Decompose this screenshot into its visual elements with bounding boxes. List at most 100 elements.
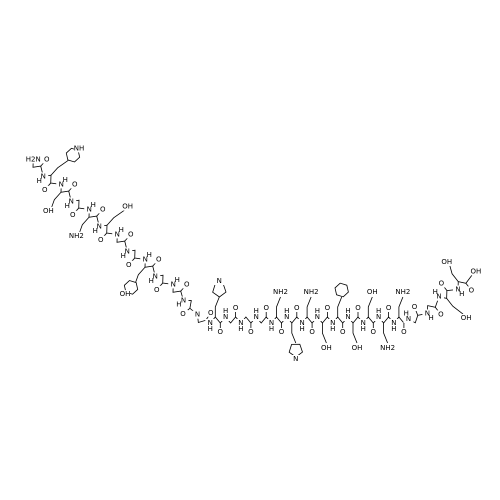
label-bg <box>403 315 414 324</box>
nitrogen-label: N <box>238 319 243 327</box>
label-bg <box>466 286 477 295</box>
side-chain-label: NH2 <box>380 344 395 352</box>
side-chain-label: NH2 <box>273 288 288 296</box>
label-bg <box>435 310 446 319</box>
label-bg <box>441 257 452 266</box>
oxygen-label: O <box>248 328 254 336</box>
label-bg <box>409 303 420 312</box>
nitrogen-label: N <box>425 309 430 317</box>
nitrogen-label: N <box>345 313 350 321</box>
label-bg <box>28 155 39 164</box>
nitrogen-label: N <box>436 293 441 301</box>
nitrogen-label: N <box>376 313 381 321</box>
side-chain-label: OH <box>120 290 131 298</box>
label-bg <box>67 210 78 219</box>
label-bg <box>321 344 332 352</box>
hydrogen-label: H <box>459 290 464 298</box>
label-bg <box>235 319 246 327</box>
label-bg <box>122 202 133 211</box>
hydrogen-label: H <box>93 227 98 235</box>
hydrogen-label: H <box>269 325 274 333</box>
side-chain <box>214 296 220 317</box>
label-bg <box>276 328 287 336</box>
label-bg <box>322 304 333 312</box>
label-bg <box>73 144 84 153</box>
hydrogen-label: H <box>254 307 259 315</box>
oxygen-label: O <box>72 180 78 188</box>
hydrogen-label: H <box>149 277 154 285</box>
label-bg <box>461 314 472 323</box>
nitrogen-label: N <box>41 172 46 180</box>
label-bg <box>398 328 409 336</box>
label-bg <box>382 344 393 352</box>
label-bg <box>123 260 134 269</box>
side-chain <box>51 191 62 208</box>
ring <box>334 282 349 298</box>
oxygen-label: O <box>439 279 445 287</box>
label-bg <box>177 310 188 319</box>
side-chain <box>50 160 69 176</box>
nitrogen-label: N <box>406 315 411 323</box>
label-bg <box>192 310 203 319</box>
hydrogen-label: H <box>175 276 180 284</box>
side-chain <box>106 210 125 226</box>
hydrogen-label: H <box>176 300 181 308</box>
nitrogen-label: N <box>115 230 120 238</box>
nitrogen-label: N <box>143 255 148 263</box>
hydrogen-label: H <box>404 309 409 317</box>
label-bg <box>230 304 241 312</box>
hydrogen-label: H <box>428 314 433 322</box>
nitrogen-label: N <box>195 311 200 319</box>
oxygen-label: O <box>156 255 162 263</box>
hydrogen-label: H <box>91 201 96 209</box>
side-chain-label: N <box>293 355 298 363</box>
hydrogen-label: H <box>361 325 366 333</box>
hydrogen-label: H <box>65 202 70 210</box>
oxygen-label: O <box>98 236 104 244</box>
nitrogen-label: N <box>69 197 74 205</box>
side-chain-label: NH <box>74 144 85 152</box>
side-chain-label: OH <box>441 258 452 266</box>
oxygen-label: O <box>340 328 346 336</box>
oxygen-label: O <box>44 155 50 163</box>
label-bg <box>368 328 379 336</box>
label-bg <box>373 313 384 321</box>
hydrogen-label: H <box>376 307 381 315</box>
label-bg <box>312 313 323 321</box>
oxygen-label: O <box>438 310 444 318</box>
oxygen-label: O <box>371 328 377 336</box>
label-bg <box>205 308 216 317</box>
hydrogen-label: H <box>299 325 304 333</box>
label-bg <box>261 304 272 312</box>
label-bg <box>39 185 50 194</box>
label-bg <box>266 319 277 327</box>
label-bg <box>178 296 189 305</box>
hydrogen-label: H <box>284 307 289 315</box>
label-bg <box>353 304 363 312</box>
oxygen-label: O <box>355 304 361 312</box>
nitrogen-label: N <box>254 313 259 321</box>
hydrogen-label: H <box>391 325 396 333</box>
label-bg <box>470 267 481 276</box>
side-chain <box>352 323 358 344</box>
label-bg <box>122 247 133 256</box>
oxygen-label: O <box>412 303 418 311</box>
label-bg <box>41 155 52 164</box>
oxygen-label: O <box>218 328 224 336</box>
ring <box>212 283 227 298</box>
side-chain-label: OH <box>461 314 472 322</box>
label-bg <box>181 280 192 289</box>
side-chain <box>449 265 459 282</box>
hydrogen-label: H <box>223 307 228 315</box>
label-bg <box>436 279 447 288</box>
nitrogen-label: N <box>223 313 228 321</box>
side-chain <box>337 296 343 317</box>
side-chain <box>446 298 464 315</box>
oxygen-label: O <box>180 310 186 318</box>
label-bg <box>358 319 369 327</box>
nitrogen-label: N <box>299 319 304 327</box>
side-chain <box>322 323 327 344</box>
oxygen-label: O <box>401 328 407 336</box>
nitrogen-label: N <box>153 272 158 280</box>
hydrogen-label: H <box>345 307 350 315</box>
